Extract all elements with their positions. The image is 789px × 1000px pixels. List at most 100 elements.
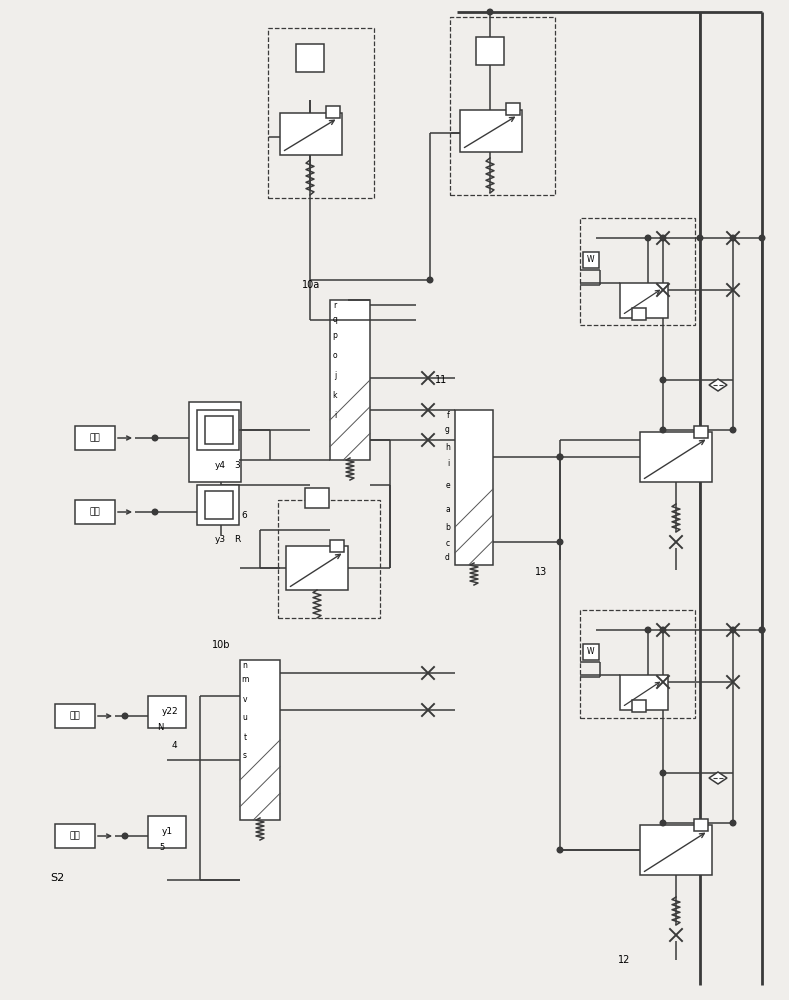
Text: r: r — [334, 300, 337, 310]
Polygon shape — [709, 772, 727, 784]
Bar — [455, 410, 493, 565]
Bar — [694, 426, 708, 438]
Text: 2: 2 — [171, 708, 177, 716]
Circle shape — [660, 427, 666, 433]
Text: n: n — [242, 660, 248, 670]
Bar — [476, 37, 504, 65]
Text: W: W — [587, 255, 595, 264]
Circle shape — [557, 539, 563, 545]
Text: p: p — [332, 330, 338, 340]
Text: o: o — [333, 351, 338, 360]
Circle shape — [557, 454, 563, 460]
Text: v: v — [243, 696, 247, 704]
Bar — [620, 675, 668, 710]
Text: 拨叉: 拨叉 — [90, 434, 100, 442]
Circle shape — [660, 235, 666, 241]
Text: d: d — [445, 554, 450, 562]
Circle shape — [759, 235, 765, 241]
Polygon shape — [709, 379, 727, 391]
Bar — [240, 660, 280, 820]
Bar — [305, 488, 329, 508]
Bar — [205, 491, 233, 519]
Text: j: j — [334, 370, 336, 379]
Bar — [278, 500, 380, 618]
Bar — [460, 110, 522, 152]
Text: 3: 3 — [234, 460, 240, 470]
Text: 11: 11 — [435, 375, 447, 385]
Bar — [148, 816, 186, 848]
Bar — [286, 546, 348, 590]
Bar — [450, 17, 555, 195]
Bar — [640, 432, 712, 482]
Bar — [148, 696, 186, 728]
Text: u: u — [242, 714, 248, 722]
Bar — [580, 218, 695, 325]
Text: m: m — [241, 676, 249, 684]
Text: y3: y3 — [215, 536, 226, 544]
Text: R: R — [234, 536, 240, 544]
Circle shape — [759, 627, 765, 633]
Text: 13: 13 — [535, 567, 548, 577]
Bar — [580, 610, 695, 718]
Bar — [326, 106, 340, 118]
Text: 10b: 10b — [211, 640, 230, 650]
Circle shape — [660, 820, 666, 826]
Circle shape — [152, 509, 158, 515]
Bar — [75, 500, 115, 524]
Text: a: a — [445, 506, 450, 514]
Bar — [189, 402, 241, 482]
Circle shape — [152, 435, 158, 441]
Text: s: s — [243, 750, 247, 760]
Circle shape — [122, 713, 128, 719]
Bar — [330, 300, 370, 460]
Text: t: t — [244, 734, 246, 742]
Circle shape — [759, 627, 765, 633]
Circle shape — [660, 770, 666, 776]
Text: y1: y1 — [162, 828, 173, 836]
Circle shape — [557, 454, 563, 460]
Text: 12: 12 — [618, 955, 630, 965]
Text: e: e — [445, 481, 450, 489]
Bar — [55, 824, 95, 848]
Circle shape — [730, 627, 736, 633]
Bar — [330, 540, 344, 552]
Bar — [583, 252, 599, 268]
Text: N: N — [157, 724, 163, 732]
Text: W: W — [587, 648, 595, 656]
Text: i: i — [447, 458, 450, 468]
Circle shape — [660, 377, 666, 383]
Text: g: g — [445, 426, 450, 434]
Circle shape — [660, 627, 666, 633]
Bar — [197, 485, 239, 525]
Text: 5: 5 — [159, 844, 165, 852]
Text: h: h — [445, 444, 450, 452]
Bar — [268, 28, 374, 198]
Bar — [694, 819, 708, 831]
Bar — [75, 426, 115, 450]
Circle shape — [645, 627, 651, 633]
Text: 4: 4 — [171, 740, 177, 750]
Circle shape — [730, 427, 736, 433]
Circle shape — [645, 235, 651, 241]
Text: q: q — [332, 316, 338, 324]
Bar — [506, 103, 520, 115]
Bar — [55, 704, 95, 728]
Circle shape — [730, 820, 736, 826]
Text: S2: S2 — [50, 873, 64, 883]
Bar — [280, 113, 342, 155]
Bar — [197, 410, 239, 450]
Bar — [640, 825, 712, 875]
Circle shape — [427, 277, 433, 283]
Text: 6: 6 — [241, 510, 247, 520]
Text: b: b — [445, 522, 450, 532]
Bar — [620, 283, 668, 318]
Text: 拨叉: 拨叉 — [90, 508, 100, 516]
Bar — [296, 44, 324, 72]
Text: k: k — [333, 390, 337, 399]
Bar — [205, 416, 233, 444]
Circle shape — [487, 9, 493, 15]
Circle shape — [557, 847, 563, 853]
Text: y4: y4 — [215, 460, 226, 470]
Text: y2: y2 — [162, 708, 173, 716]
Bar — [632, 700, 646, 712]
